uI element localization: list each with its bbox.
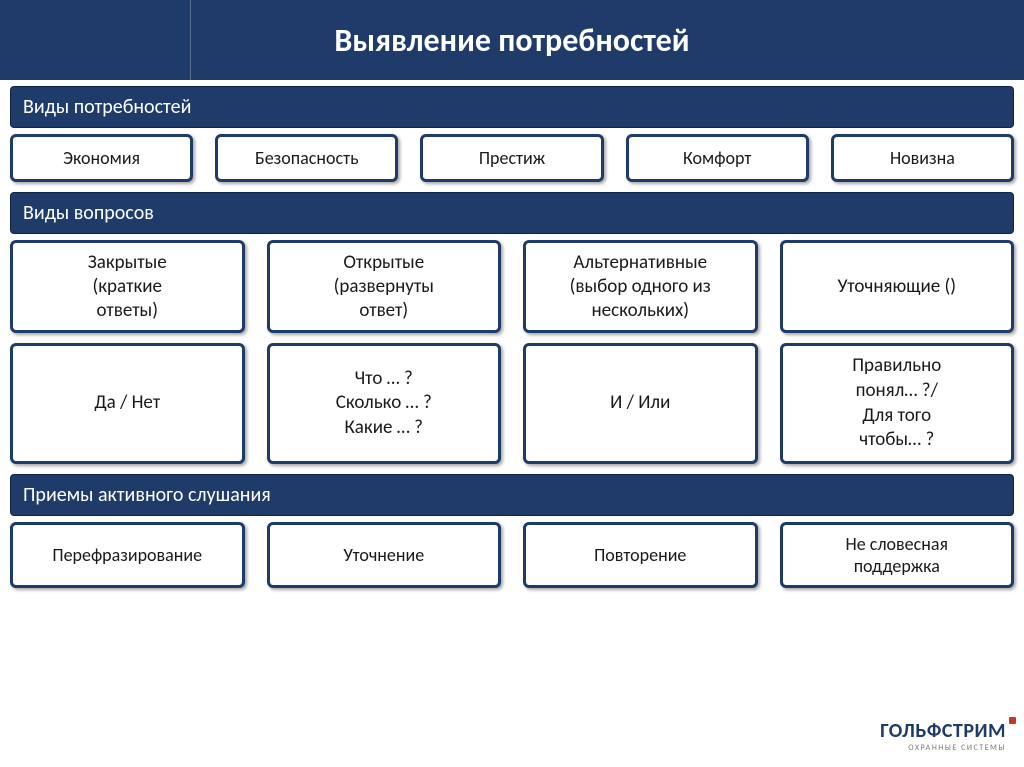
listen-paraphrase: Перефразирование [10,522,245,588]
brand-name: ГОЛЬФСТРИМ [880,719,1006,743]
section2-examples-row: Да / Нет Что … ? Сколько … ? Какие … ? И… [10,343,1014,464]
qtype-closed: Закрытые (краткие ответы) [10,240,245,333]
title-bar: Выявление потребностей [0,0,1024,80]
needs-item-comfort: Комфорт [626,134,809,182]
qex-clarifying: Правильно понял… ?/ Для того чтобы… ? [780,343,1015,464]
listen-nonverbal: Не словесная поддержка [780,522,1015,588]
qex-closed: Да / Нет [10,343,245,464]
section1-header: Виды потребностей [10,86,1014,128]
footer-logo: ГОЛЬФСТРИМ ОХРАННЫЕ СИСТЕМЫ [880,719,1006,753]
listen-clarify: Уточнение [267,522,502,588]
needs-item-novelty: Новизна [831,134,1014,182]
section3-header: Приемы активного слушания [10,474,1014,516]
section3-row: Перефразирование Уточнение Повторение Не… [10,522,1014,588]
qtype-clarifying: Уточняющие () [780,240,1015,333]
needs-item-prestige: Престиж [420,134,603,182]
section2-types-row: Закрытые (краткие ответы) Открытые (разв… [10,240,1014,333]
qtype-alternative: Альтернативные (выбор одного из нескольк… [523,240,758,333]
listen-repeat: Повторение [523,522,758,588]
section1-row: Экономия Безопасность Престиж Комфорт Но… [10,134,1014,182]
qex-alternative: И / Или [523,343,758,464]
needs-item-economy: Экономия [10,134,193,182]
content-area: Виды потребностей Экономия Безопасность … [0,80,1024,588]
section2-header: Виды вопросов [10,192,1014,234]
brand-tagline: ОХРАННЫЕ СИСТЕМЫ [880,743,1006,753]
page-title: Выявление потребностей [334,21,689,60]
qtype-open: Открытые (развернуты ответ) [267,240,502,333]
qex-open: Что … ? Сколько … ? Какие … ? [267,343,502,464]
needs-item-safety: Безопасность [215,134,398,182]
